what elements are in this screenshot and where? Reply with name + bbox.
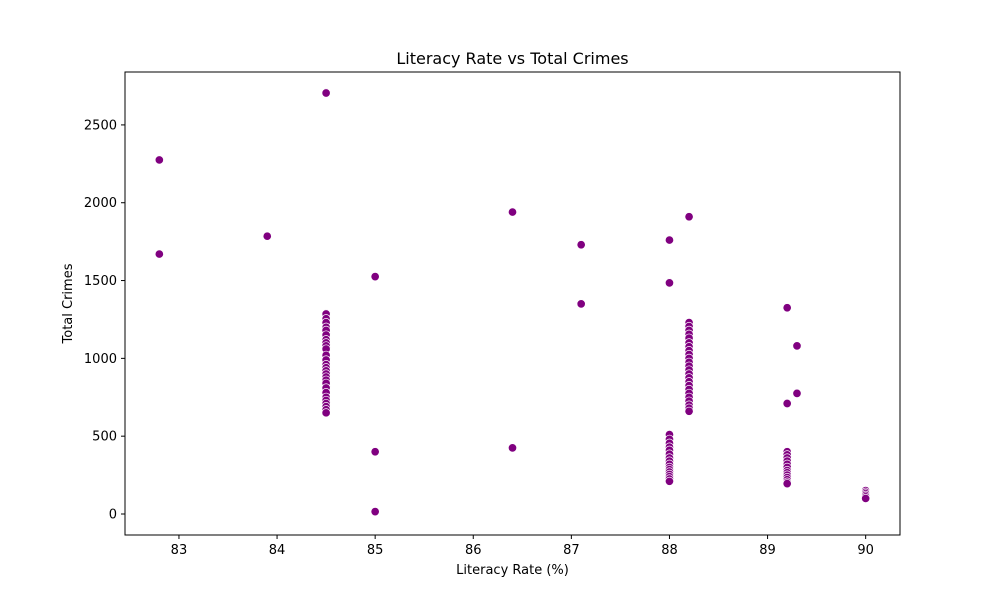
data-point xyxy=(507,443,518,453)
data-point xyxy=(321,88,331,98)
data-point xyxy=(576,240,586,250)
y-tick-label: 1000 xyxy=(84,352,117,367)
y-axis-title: Total Crimes xyxy=(61,263,76,344)
data-point xyxy=(861,493,871,503)
data-point xyxy=(684,212,694,222)
data-point xyxy=(321,408,331,418)
data-point xyxy=(262,231,272,241)
y-tick-label: 2500 xyxy=(84,118,117,133)
data-point xyxy=(370,507,380,517)
data-point xyxy=(664,235,675,245)
x-tick-label: 83 xyxy=(171,543,188,558)
data-point xyxy=(792,341,802,351)
data-point xyxy=(154,155,164,165)
x-tick-label: 84 xyxy=(269,543,286,558)
plot-frame xyxy=(124,71,901,536)
data-point xyxy=(792,388,802,398)
y-tick-label: 0 xyxy=(109,507,117,522)
y-tick-label: 500 xyxy=(92,430,117,445)
x-tick-label: 87 xyxy=(563,543,580,558)
y-tick-label: 1500 xyxy=(84,274,117,289)
data-point xyxy=(782,303,792,313)
x-tick-label: 89 xyxy=(759,543,776,558)
x-axis-ticks: 83 84 85 86 87 88 89 90 xyxy=(171,535,874,558)
x-tick-label: 85 xyxy=(367,543,384,558)
data-point xyxy=(684,406,694,416)
data-point xyxy=(782,398,792,409)
x-tick-label: 88 xyxy=(661,543,678,558)
data-points xyxy=(154,88,871,517)
data-point xyxy=(507,207,518,217)
data-point xyxy=(154,249,164,259)
x-tick-label: 86 xyxy=(465,543,482,558)
y-axis-ticks: 0 500 1000 1500 2000 2500 xyxy=(84,118,125,522)
data-point xyxy=(664,278,675,288)
x-axis-title: Literacy Rate (%) xyxy=(456,563,569,578)
y-tick-label: 2000 xyxy=(84,196,117,211)
data-point xyxy=(370,447,380,457)
data-point xyxy=(782,479,792,489)
x-tick-label: 90 xyxy=(857,543,874,558)
chart-title: Literacy Rate vs Total Crimes xyxy=(396,49,628,68)
data-point xyxy=(370,272,380,282)
data-point xyxy=(664,476,675,486)
data-point xyxy=(576,299,586,309)
